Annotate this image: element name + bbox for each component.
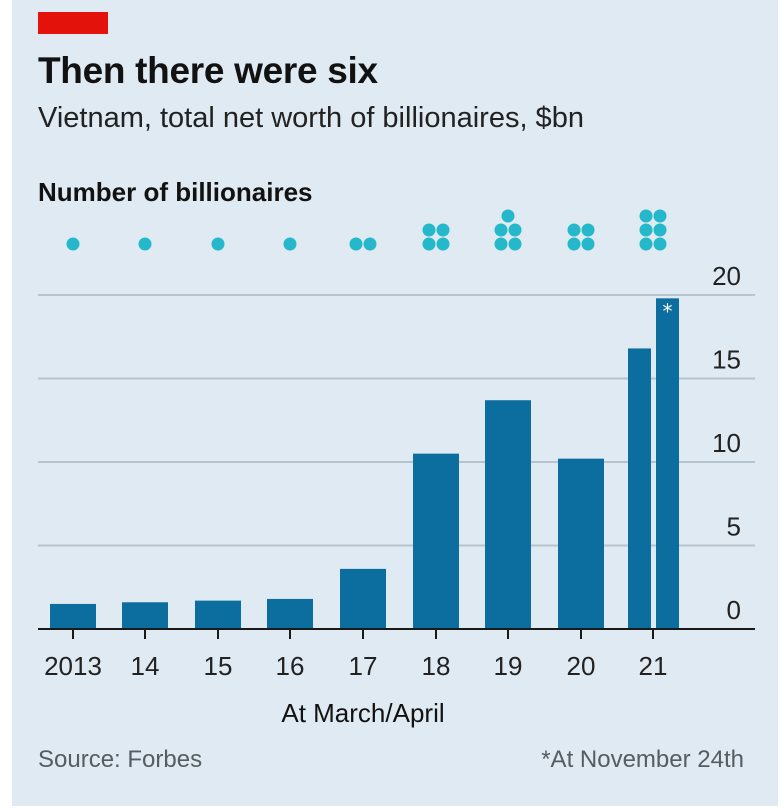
billionaire-dot-18 bbox=[422, 223, 436, 237]
billionaire-dot-2013 bbox=[66, 237, 80, 251]
x-axis-title: At March/April bbox=[281, 698, 444, 728]
bar-21-star bbox=[656, 298, 679, 629]
billionaire-dot-17 bbox=[363, 237, 377, 251]
billionaire-dot-18 bbox=[422, 237, 436, 251]
billionaire-dot-21 bbox=[639, 223, 653, 237]
x-tick-label-19: 19 bbox=[494, 651, 523, 681]
bar-14 bbox=[122, 602, 168, 629]
bar-18 bbox=[413, 453, 459, 629]
billionaire-dot-19 bbox=[501, 209, 515, 223]
x-tick-label-16: 16 bbox=[276, 651, 305, 681]
billionaire-dot-20 bbox=[567, 237, 581, 251]
billionaire-dot-21 bbox=[653, 223, 667, 237]
star-marker: * bbox=[663, 299, 673, 323]
billionaire-dot-18 bbox=[436, 223, 450, 237]
footnote: *At November 24th bbox=[541, 746, 744, 773]
x-tick-label-2013: 2013 bbox=[44, 651, 102, 681]
billionaire-dot-19 bbox=[494, 237, 508, 251]
billionaire-dot-21 bbox=[653, 237, 667, 251]
billionaire-dot-19 bbox=[508, 223, 522, 237]
x-tick-label-14: 14 bbox=[131, 651, 160, 681]
billionaire-dot-19 bbox=[494, 223, 508, 237]
x-tick-label-17: 17 bbox=[349, 651, 378, 681]
bar-20 bbox=[558, 458, 604, 629]
x-tick-label-15: 15 bbox=[204, 651, 233, 681]
billionaire-dot-21 bbox=[653, 209, 667, 223]
x-tick-label-18: 18 bbox=[422, 651, 451, 681]
billionaire-dot-21 bbox=[639, 237, 653, 251]
y-tick-label-5: 5 bbox=[727, 512, 741, 542]
billionaire-dot-19 bbox=[508, 237, 522, 251]
y-tick-label-15: 15 bbox=[712, 345, 741, 375]
source-note: Source: Forbes bbox=[38, 746, 203, 773]
billionaire-dot-14 bbox=[138, 237, 152, 251]
billionaire-dot-20 bbox=[567, 223, 581, 237]
billionaire-count-heading: Number of billionaires bbox=[38, 177, 313, 207]
y-tick-label-10: 10 bbox=[712, 428, 741, 458]
x-tick-label-20: 20 bbox=[567, 651, 596, 681]
bar-16 bbox=[267, 598, 313, 629]
billionaire-dot-20 bbox=[581, 223, 595, 237]
brand-red-tag bbox=[38, 12, 108, 34]
billionaire-dot-18 bbox=[436, 237, 450, 251]
y-tick-label-0: 0 bbox=[727, 595, 741, 625]
billionaire-dot-17 bbox=[349, 237, 363, 251]
y-tick-label-20: 20 bbox=[712, 261, 741, 291]
bar-19 bbox=[485, 400, 531, 629]
billionaire-dot-21 bbox=[639, 209, 653, 223]
billionaire-dot-20 bbox=[581, 237, 595, 251]
bar-21 bbox=[628, 348, 651, 629]
billionaire-dot-16 bbox=[283, 237, 297, 251]
chart-title: Then there were six bbox=[38, 50, 378, 91]
x-tick-label-21: 21 bbox=[639, 651, 668, 681]
bar-17 bbox=[340, 568, 386, 629]
chart-subtitle: Vietnam, total net worth of billionaires… bbox=[38, 102, 584, 134]
bar-2013 bbox=[50, 603, 96, 629]
billionaire-dot-15 bbox=[211, 237, 225, 251]
bar-15 bbox=[195, 600, 241, 629]
